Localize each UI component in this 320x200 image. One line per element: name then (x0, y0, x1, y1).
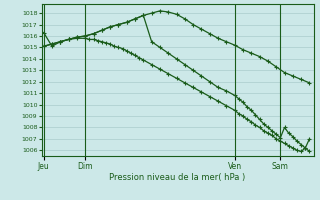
X-axis label: Pression niveau de la mer( hPa ): Pression niveau de la mer( hPa ) (109, 173, 246, 182)
